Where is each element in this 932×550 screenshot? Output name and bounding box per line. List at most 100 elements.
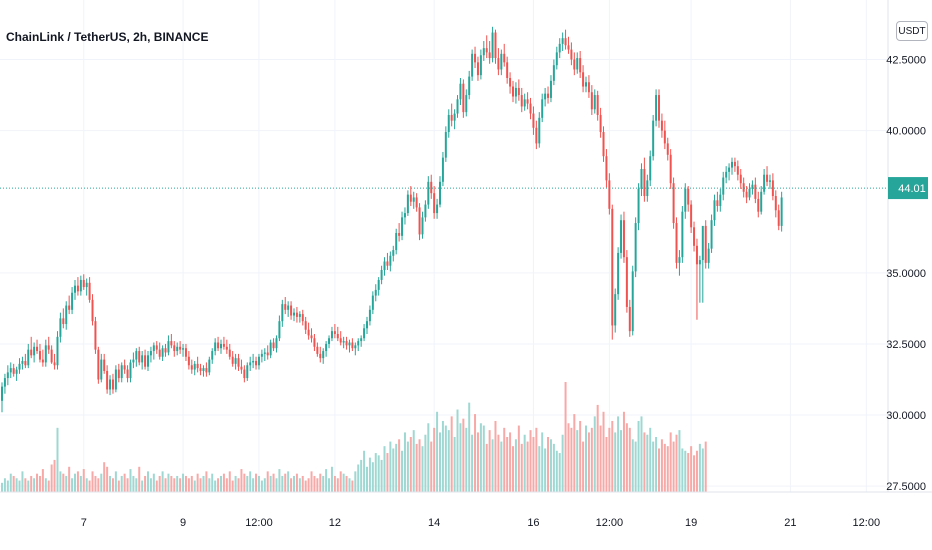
candle-body: [529, 103, 532, 114]
candle-body: [15, 369, 18, 374]
volume-bar: [246, 475, 249, 492]
volume-bar: [44, 478, 47, 492]
candle-body: [751, 184, 754, 189]
candle-body: [269, 342, 272, 356]
volume-bar: [260, 480, 263, 492]
candle-body: [53, 362, 56, 366]
candle-body: [766, 174, 769, 182]
volume-bar: [561, 434, 564, 492]
candle-body: [444, 132, 447, 158]
candle-body: [65, 305, 68, 325]
time-axis[interactable]: 7 9 12:00 12 14 16 12:00 19 21 12:00: [0, 491, 932, 529]
volume-bar: [579, 420, 582, 492]
candle-body: [287, 305, 290, 310]
volume-bar: [409, 437, 412, 492]
candle-body: [377, 279, 380, 290]
volume-bar: [389, 441, 392, 492]
candle-body: [1, 386, 3, 401]
volume-bar: [526, 441, 529, 492]
volume-bar: [479, 423, 482, 492]
volume-bar: [190, 475, 193, 492]
candle-body: [474, 53, 477, 63]
candle-body: [193, 363, 196, 370]
volume-bar: [485, 443, 488, 492]
volume-bar: [24, 478, 27, 492]
candle-body: [415, 197, 418, 208]
volume-bar: [287, 471, 290, 492]
candle-body: [363, 328, 366, 339]
volume-bar: [701, 448, 704, 492]
candle-body: [228, 349, 231, 357]
candle-body: [774, 196, 777, 211]
candle-body: [733, 161, 736, 167]
volume-bar: [415, 443, 418, 492]
candle-body: [494, 32, 497, 59]
candle-body: [503, 53, 506, 63]
candle-body: [68, 305, 71, 310]
volume-bar: [622, 411, 625, 492]
volume-bar: [205, 471, 208, 492]
candle-body: [243, 369, 246, 379]
volume-bar: [348, 478, 351, 492]
candle-body: [596, 95, 599, 115]
volume-bar: [272, 473, 275, 492]
candle-body: [392, 250, 395, 256]
volume-bar: [30, 475, 33, 492]
volume-bar: [412, 430, 415, 492]
candle-body: [465, 95, 468, 113]
candle-body: [745, 191, 748, 198]
volume-bar: [383, 446, 386, 492]
volume-bar: [628, 427, 631, 492]
volume-bar: [368, 457, 371, 492]
volume-bar: [695, 450, 698, 492]
candle-body: [386, 261, 389, 266]
volume-bar: [450, 416, 453, 492]
volume-bar: [170, 475, 173, 492]
volume-bar: [155, 480, 158, 492]
volume-bar: [573, 414, 576, 492]
candle-body: [678, 257, 681, 263]
candle-body: [675, 223, 678, 263]
candlesticks: [1, 26, 783, 413]
candle-body: [409, 194, 412, 202]
candle-body: [564, 38, 567, 46]
candle-body: [757, 198, 760, 212]
candle-body: [319, 353, 322, 359]
volume-bar: [330, 466, 333, 492]
candle-body: [36, 346, 39, 352]
volume-bar: [424, 434, 427, 492]
volume-bar: [471, 434, 474, 492]
volume-bar: [593, 416, 596, 492]
candle-body: [147, 355, 149, 367]
volume-bar: [497, 434, 500, 492]
candle-body: [660, 120, 663, 131]
candle-body: [780, 197, 783, 226]
candle-body: [561, 38, 564, 44]
volume-bar: [611, 420, 614, 492]
volume-bar: [94, 475, 97, 492]
candle-body: [138, 351, 141, 363]
candle-body: [173, 345, 176, 352]
candle-body: [576, 58, 579, 70]
currency-unit-button[interactable]: USDT: [896, 21, 928, 41]
candle-body: [541, 99, 544, 118]
candle-body: [640, 169, 643, 189]
candle-body: [44, 345, 47, 363]
price-axis[interactable]: 42.5000 40.0000 35.0000 32.5000 30.0000 27.50…: [886, 0, 932, 550]
candle-body: [547, 93, 550, 98]
candle-body: [330, 331, 333, 339]
volume-bar: [608, 427, 611, 492]
candle-body: [608, 180, 611, 209]
volume-bar: [202, 475, 205, 492]
volume-bar: [1, 482, 3, 492]
volume-bar: [237, 478, 240, 492]
volume-bar: [523, 434, 526, 492]
volume-bar: [687, 453, 690, 492]
candle-body: [401, 217, 404, 236]
candle-body: [468, 76, 471, 96]
candle-body: [339, 338, 342, 343]
candle-body: [79, 279, 82, 292]
volume-bar: [436, 411, 439, 492]
candle-body: [161, 348, 164, 357]
